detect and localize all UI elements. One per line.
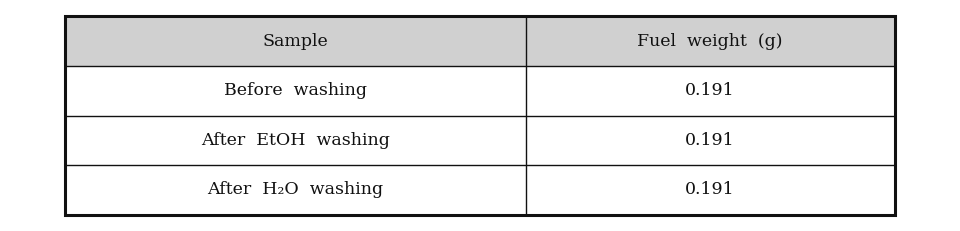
Text: 0.191: 0.191: [685, 132, 735, 149]
Bar: [65, 116, 895, 165]
Text: After  H₂O  washing: After H₂O washing: [207, 182, 383, 198]
Bar: [65, 16, 895, 66]
Bar: [65, 165, 895, 215]
Bar: [65, 66, 895, 116]
Text: Before  washing: Before washing: [224, 82, 367, 99]
Text: 0.191: 0.191: [685, 182, 735, 198]
Text: After  EtOH  washing: After EtOH washing: [201, 132, 390, 149]
Text: Sample: Sample: [263, 33, 328, 49]
Text: 0.191: 0.191: [685, 82, 735, 99]
Text: Fuel  weight  (g): Fuel weight (g): [637, 33, 783, 49]
Bar: [65, 16, 895, 215]
